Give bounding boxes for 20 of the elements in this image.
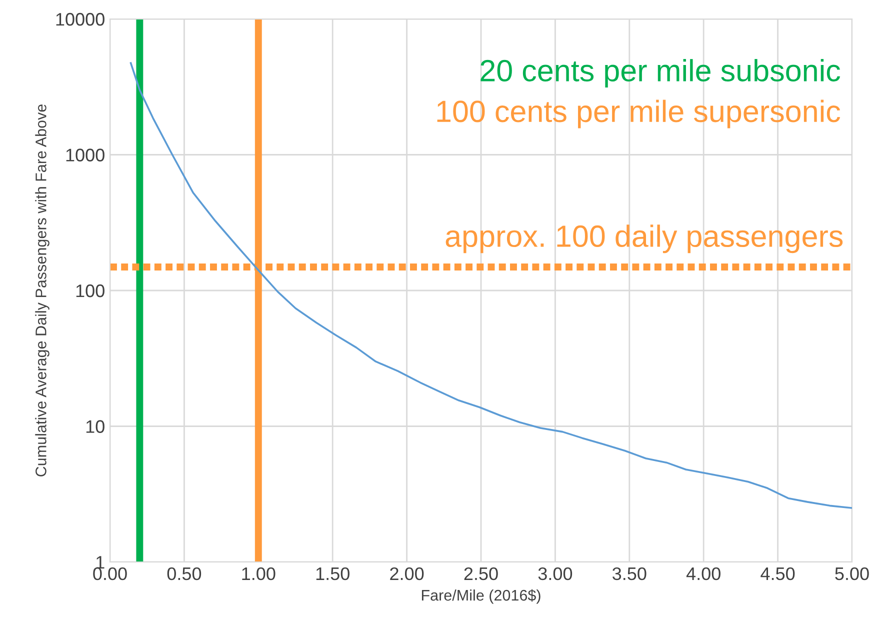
x-tick-label: 5.00 (835, 567, 869, 580)
x-tick-label: 4.00 (686, 567, 720, 580)
y-tick-label: 100 (76, 284, 104, 298)
y-tick-label: 1000 (66, 148, 104, 162)
x-tick-label: 4.50 (760, 567, 795, 580)
y-tick-label: 10000 (56, 12, 104, 26)
y-axis-title: Cumulative Average Daily Passengers with Fare Above (35, 104, 50, 476)
x-tick-label: 0.00 (93, 567, 127, 580)
ref-line-label: 20 cents per mile subsonic (480, 59, 840, 88)
x-tick-label: 1.50 (316, 567, 350, 580)
x-tick-label: 3.50 (612, 567, 646, 580)
ref-line-label: 100 cents per mile supersonic (437, 100, 840, 128)
ref-line-label: approx. 100 daily passengers (446, 224, 843, 254)
x-tick-label: 3.00 (538, 567, 572, 580)
x-tick-label: 2.50 (464, 567, 498, 580)
x-axis-title: Fare/Mile (2016$) (422, 589, 540, 604)
y-tick-label: 10 (86, 420, 104, 433)
x-tick-label: 2.00 (390, 567, 424, 580)
x-tick-label: 0.50 (167, 567, 202, 580)
x-tick-label: 1.00 (242, 567, 276, 580)
